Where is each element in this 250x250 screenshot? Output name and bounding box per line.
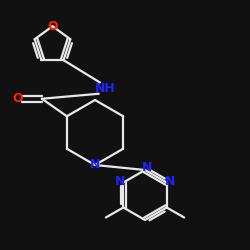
Text: N: N <box>90 158 100 172</box>
Text: O: O <box>47 20 58 33</box>
Text: O: O <box>13 92 24 105</box>
Text: N: N <box>142 161 153 174</box>
Text: N: N <box>165 175 175 188</box>
Text: NH: NH <box>94 82 116 95</box>
Text: N: N <box>114 175 125 188</box>
